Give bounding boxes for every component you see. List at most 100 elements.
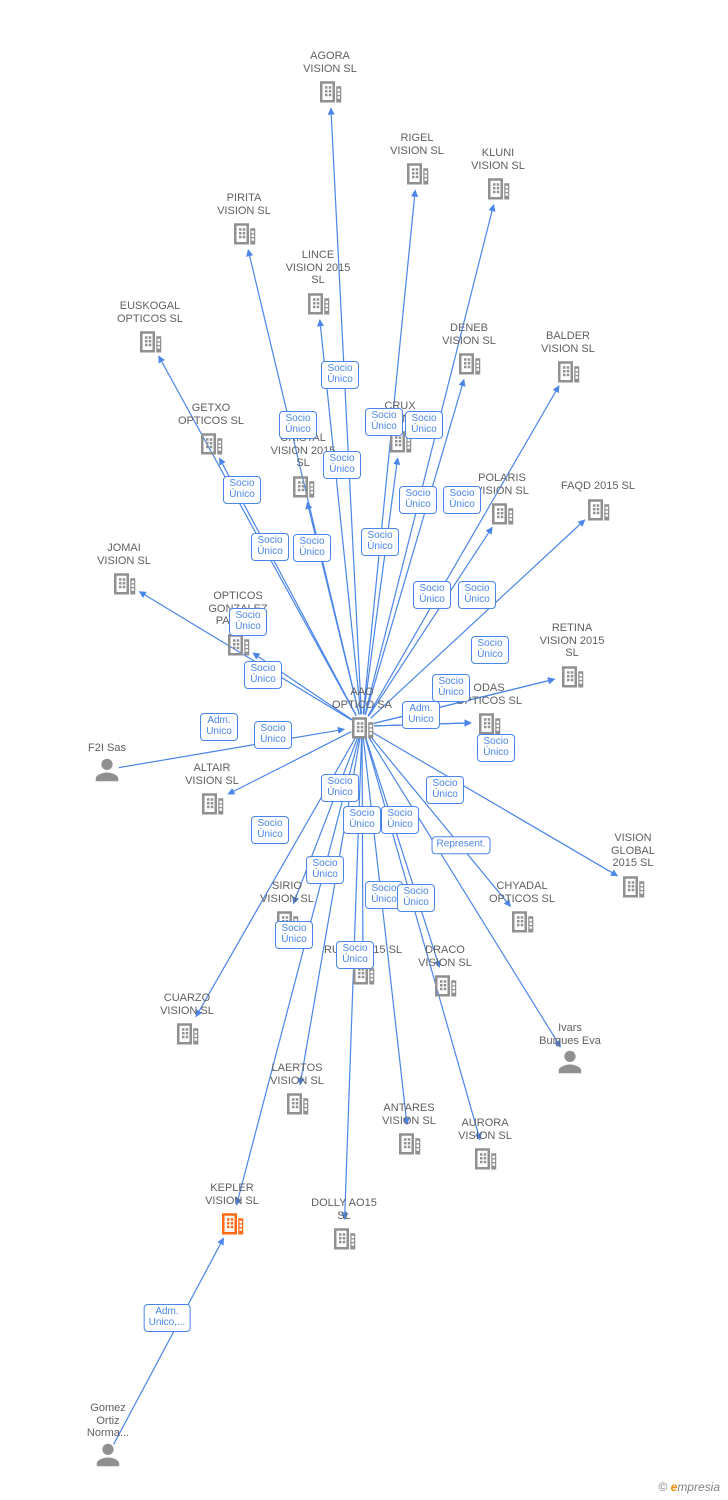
edge-label: Socio Único	[251, 533, 289, 561]
node-label: FAQD 2015 SL	[553, 480, 643, 493]
building-icon	[315, 75, 345, 105]
node-label: BALDER VISION SL	[523, 330, 613, 355]
person-icon	[92, 755, 122, 785]
building-icon	[474, 707, 504, 737]
node-f2i[interactable]: F2I Sas	[62, 740, 152, 785]
building-icon	[394, 1127, 424, 1157]
node-label: CHYADAL OPTICOS SL	[477, 880, 567, 905]
edge-label: Socio Único	[458, 581, 496, 609]
edge-line	[364, 458, 398, 714]
edge-label: Socio Único	[397, 884, 435, 912]
edge-label: Socio Único	[343, 806, 381, 834]
edge-label: Socio Único	[293, 534, 331, 562]
building-icon	[109, 567, 139, 597]
edge-label: Socio Único	[336, 941, 374, 969]
edge-label: Socio Único	[279, 411, 317, 439]
building-icon	[402, 157, 432, 187]
edge-label: Socio Único	[426, 776, 464, 804]
node-altair[interactable]: ALTAIR VISION SL	[167, 760, 257, 817]
node-kepler[interactable]: KEPLER VISION SL	[187, 1180, 277, 1237]
edge-label: Socio Único	[229, 608, 267, 636]
building-icon	[135, 325, 165, 355]
node-balder[interactable]: BALDER VISION SL	[523, 328, 613, 385]
building-icon	[430, 969, 460, 999]
node-label: AURORA VISION SL	[440, 1117, 530, 1142]
node-label: KEPLER VISION SL	[187, 1182, 277, 1207]
edge-label: Socio Único	[321, 361, 359, 389]
copyright: © empresia	[658, 1480, 720, 1494]
building-icon	[229, 217, 259, 247]
building-icon	[288, 470, 318, 500]
node-dolly[interactable]: DOLLY AO15 SL	[299, 1195, 389, 1252]
building-icon	[217, 1207, 247, 1237]
edge-label: Represent.	[432, 836, 491, 854]
edge-label: Socio Único	[381, 806, 419, 834]
edge-label: Socio Único	[244, 661, 282, 689]
node-label: F2I Sas	[62, 742, 152, 755]
node-label: JOMAI VISION SL	[79, 542, 169, 567]
edge-line	[363, 738, 407, 1124]
node-visionglobal[interactable]: VISION GLOBAL 2015 SL	[588, 830, 678, 900]
node-pirita[interactable]: PIRITA VISION SL	[199, 190, 289, 247]
node-rigel[interactable]: RIGEL VISION SL	[372, 130, 462, 187]
building-icon	[487, 497, 517, 527]
node-faqd[interactable]: FAQD 2015 SL	[553, 478, 643, 523]
building-icon	[618, 870, 648, 900]
node-label: DRACO VISION SL	[400, 944, 490, 969]
node-label: Gomez Ortiz Norma...	[63, 1402, 153, 1440]
node-label: RIGEL VISION SL	[372, 132, 462, 157]
edge-label: Adm. Unico,...	[144, 1304, 191, 1332]
edge-label: Socio Único	[399, 486, 437, 514]
node-lince[interactable]: LINCE VISION 2015 SL	[273, 247, 363, 317]
edge-label: Socio Único	[413, 581, 451, 609]
node-label: DENEB VISION SL	[424, 322, 514, 347]
node-label: CUARZO VISION SL	[142, 992, 232, 1017]
node-jomai[interactable]: JOMAI VISION SL	[79, 540, 169, 597]
edge-label: Socio Único	[306, 856, 344, 884]
node-label: LAERTOS VISION SL	[252, 1062, 342, 1087]
node-label: RETINA VISION 2015 SL	[527, 622, 617, 660]
building-icon	[470, 1142, 500, 1172]
node-getxo[interactable]: GETXO OPTICOS SL	[166, 400, 256, 457]
node-label: DOLLY AO15 SL	[299, 1197, 389, 1222]
node-kluni[interactable]: KLUNI VISION SL	[453, 145, 543, 202]
building-icon	[303, 287, 333, 317]
node-ivars[interactable]: Ivars Buigues Eva	[525, 1020, 615, 1077]
node-euskogal[interactable]: EUSKOGAL OPTICOS SL	[105, 298, 195, 355]
node-agora[interactable]: AGORA VISION SL	[285, 48, 375, 105]
building-icon	[196, 427, 226, 457]
edge-label: Adm. Unico	[402, 701, 440, 729]
building-icon	[197, 787, 227, 817]
edge-label: Socio Único	[471, 636, 509, 664]
edge-label: Socio Único	[477, 734, 515, 762]
edge-label: Socio Único	[365, 408, 403, 436]
building-icon	[282, 1087, 312, 1117]
node-aurora[interactable]: AURORA VISION SL	[440, 1115, 530, 1172]
node-laertos[interactable]: LAERTOS VISION SL	[252, 1060, 342, 1117]
node-retina[interactable]: RETINA VISION 2015 SL	[527, 620, 617, 690]
node-draco[interactable]: DRACO VISION SL	[400, 942, 490, 999]
node-label: GETXO OPTICOS SL	[166, 402, 256, 427]
node-label: AAO OPTICO SA	[317, 686, 407, 711]
node-gomez[interactable]: Gomez Ortiz Norma...	[63, 1400, 153, 1470]
building-icon	[172, 1017, 202, 1047]
node-label: LINCE VISION 2015 SL	[273, 249, 363, 287]
edge-label: Socio Único	[432, 674, 470, 702]
edge-label: Socio Único	[443, 486, 481, 514]
node-cuarzo[interactable]: CUARZO VISION SL	[142, 990, 232, 1047]
building-icon	[557, 660, 587, 690]
building-icon	[483, 172, 513, 202]
building-icon	[507, 905, 537, 935]
edge-label: Socio Único	[323, 451, 361, 479]
building-icon	[454, 347, 484, 377]
node-label: EUSKOGAL OPTICOS SL	[105, 300, 195, 325]
node-deneb[interactable]: DENEB VISION SL	[424, 320, 514, 377]
node-label: ALTAIR VISION SL	[167, 762, 257, 787]
node-chyadal[interactable]: CHYADAL OPTICOS SL	[477, 878, 567, 935]
person-icon	[93, 1440, 123, 1470]
edge-label: Socio Único	[251, 816, 289, 844]
edge-label: Socio Único	[361, 528, 399, 556]
node-aao[interactable]: AAO OPTICO SA	[317, 684, 407, 741]
node-label: KLUNI VISION SL	[453, 147, 543, 172]
edge-label: Socio Único	[321, 774, 359, 802]
